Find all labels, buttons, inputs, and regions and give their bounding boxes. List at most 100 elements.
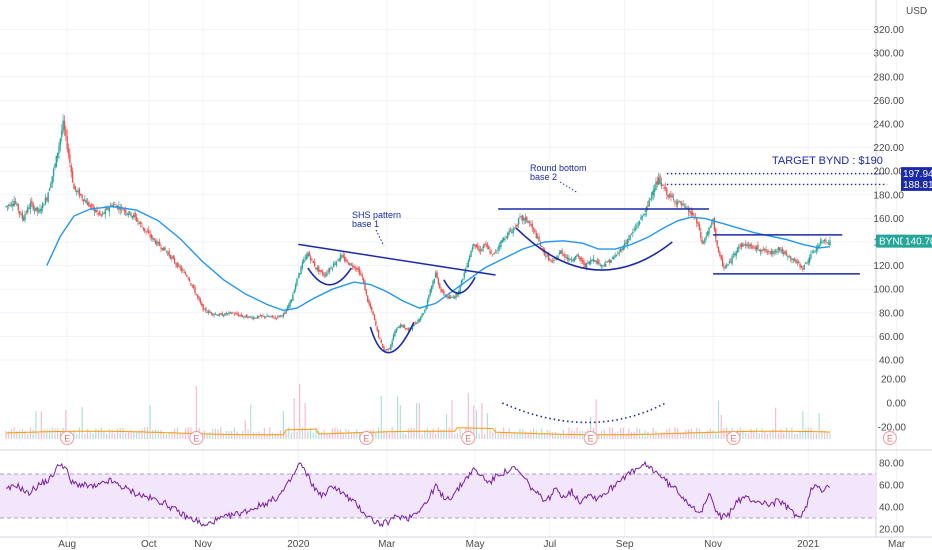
candle-body — [376, 326, 378, 331]
volume-bar — [802, 411, 804, 439]
volume-bar — [73, 429, 75, 439]
candle-body — [304, 257, 306, 259]
volume-bar — [500, 431, 502, 439]
candle-body — [655, 182, 657, 190]
volume-bar — [652, 427, 654, 439]
price-tick-label: 120.00 — [873, 261, 904, 272]
volume-bar — [386, 431, 388, 439]
candle-body — [787, 255, 789, 258]
candle-body — [260, 315, 263, 317]
shs-deep-bowl — [369, 321, 415, 354]
volume-bar — [288, 427, 290, 439]
volume-bar — [375, 432, 377, 439]
volume-bar — [125, 432, 127, 439]
candle-body — [754, 247, 756, 249]
candle-body — [636, 225, 638, 228]
candle-body — [555, 258, 558, 261]
candle-body — [516, 224, 518, 226]
candle-body — [33, 208, 36, 211]
volume-bar — [829, 432, 831, 439]
candle-body — [231, 313, 233, 314]
volume-bar — [609, 427, 611, 439]
volume-bar — [244, 420, 246, 439]
volume-bar — [29, 427, 32, 439]
volume-bar — [467, 393, 469, 439]
candle-body — [576, 254, 578, 256]
candle-body — [732, 254, 735, 256]
candle-body — [371, 307, 373, 311]
volume-bar — [543, 432, 546, 439]
candle-body — [142, 227, 145, 230]
volume-bar — [174, 428, 176, 439]
candle-body — [406, 328, 408, 330]
volume-panel — [5, 383, 831, 439]
time-tick-label: Oct — [141, 539, 157, 550]
candle-body — [776, 250, 778, 253]
volume-bar — [494, 427, 497, 439]
candle-body — [822, 240, 824, 242]
volume-bar — [647, 431, 649, 439]
volume-bar — [443, 428, 445, 439]
volume-bar — [380, 395, 382, 439]
volume-bar — [440, 429, 442, 439]
candle-body — [70, 165, 72, 172]
candle-body — [342, 254, 344, 258]
candle-body — [229, 311, 232, 313]
candle-body — [391, 340, 393, 346]
candle-body — [84, 200, 86, 202]
volume-bar — [285, 431, 287, 439]
candle-body — [696, 218, 698, 224]
candle-body — [524, 217, 527, 221]
volume-bar — [100, 427, 102, 439]
volume-bar — [154, 429, 157, 439]
candle-body — [568, 257, 570, 261]
candle-body — [32, 203, 34, 210]
volume-bar — [560, 433, 562, 439]
candle-body — [717, 246, 720, 253]
volume-bar — [687, 429, 690, 439]
candle-body — [364, 281, 366, 291]
volume-bar — [590, 416, 592, 439]
volume-bar — [138, 430, 140, 439]
candle-body — [129, 211, 131, 214]
candle-body — [266, 315, 268, 317]
candle-body — [652, 190, 654, 195]
symbol-tag-label: BYND — [879, 237, 907, 248]
candle-body — [236, 312, 238, 315]
candle-body — [730, 261, 732, 263]
candle-body — [683, 205, 686, 207]
volume-bar — [320, 432, 323, 439]
candle-body — [22, 217, 25, 221]
price-tick-label: 60.00 — [879, 332, 904, 343]
candle-body — [226, 313, 229, 315]
candle-body — [778, 247, 781, 251]
candle-body — [273, 317, 275, 319]
candle-body — [420, 316, 422, 320]
candle-body — [685, 206, 687, 209]
volume-bar — [614, 432, 616, 439]
candle-body — [319, 270, 321, 272]
volume-bar — [122, 427, 124, 439]
candle-body — [783, 251, 785, 255]
candle-body — [146, 231, 149, 233]
earnings-marker — [583, 431, 598, 445]
candle-body — [190, 282, 192, 285]
candle-body — [569, 258, 571, 260]
volume-bar — [350, 432, 352, 439]
candle-body — [240, 314, 242, 317]
earnings-marker — [461, 431, 476, 445]
volume-bar — [505, 432, 507, 439]
candle-body — [52, 169, 55, 177]
last-price-tag[interactable] — [903, 234, 932, 248]
candle-body — [507, 232, 509, 238]
candle-body — [460, 280, 463, 285]
candle-body — [604, 264, 607, 267]
candle-body — [299, 273, 301, 275]
candle-body — [138, 223, 140, 224]
candle-body — [123, 209, 125, 211]
volume-bar — [111, 429, 113, 439]
candle-body — [417, 320, 419, 324]
candle-body — [307, 253, 309, 257]
candle-body — [413, 324, 415, 327]
